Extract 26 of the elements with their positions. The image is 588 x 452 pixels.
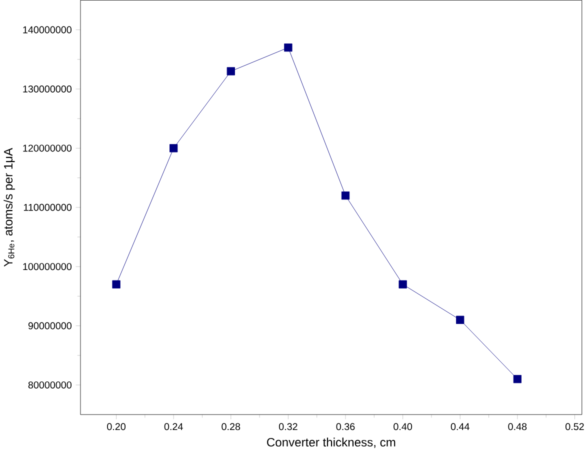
y-axis-title: Y$_{6He}$, atoms/s per 1μA (4, 148, 15, 267)
y-tick-label: 100000000 (23, 263, 72, 270)
y-tick-label: 130000000 (23, 86, 72, 93)
y-tick-label: 140000000 (23, 26, 72, 34)
y-tick-label: 90000000 (28, 322, 72, 330)
x-tick-label: 0.52 (565, 423, 584, 430)
x-tick-label: 0.32 (278, 423, 298, 430)
x-tick-label: 0.44 (450, 423, 470, 430)
point (398, 280, 407, 289)
y-tick-label: 80000000 (28, 382, 72, 389)
x-axis-title: Converter thickness, cm (267, 438, 396, 448)
point (341, 192, 350, 200)
x-tick-label: 0.24 (164, 423, 183, 430)
y-tick-label: 110000000 (24, 204, 72, 212)
x-tick-label: 0.40 (394, 423, 412, 430)
x-tick-label: 0.48 (508, 423, 527, 430)
x-tick-label: 0.28 (222, 423, 240, 430)
point (112, 280, 120, 289)
point (226, 67, 235, 76)
point (170, 144, 178, 152)
point (284, 44, 292, 52)
x-tick-label: 0.20 (107, 423, 126, 430)
x-tick-label: 0.36 (336, 423, 355, 430)
point (513, 375, 522, 384)
y-tick-label: 120000000 (23, 144, 72, 152)
point (456, 316, 464, 324)
